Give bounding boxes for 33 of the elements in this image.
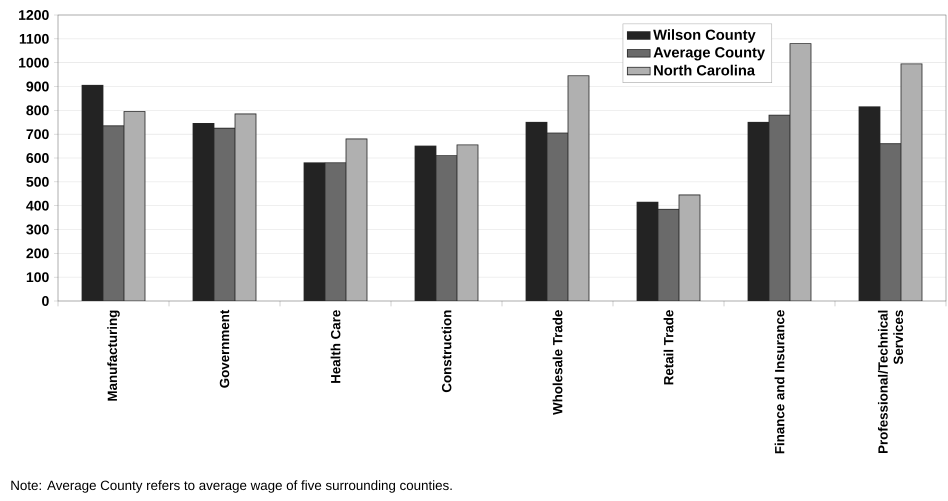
y-tick-label: 700: [26, 129, 49, 140]
y-tick-label: 400: [26, 200, 49, 211]
bar: [346, 138, 368, 301]
y-tick-label: 900: [26, 82, 49, 92]
legend-label: North Carolina: [654, 64, 756, 76]
legend-label: Average County: [654, 47, 765, 60]
y-tick-label: 800: [26, 105, 49, 116]
bar: [678, 194, 700, 301]
bar: [456, 144, 478, 301]
bar: [568, 75, 590, 301]
x-tick-label: Wholesale Trade: [552, 310, 562, 415]
y-tick-label: 1200: [19, 10, 49, 20]
y-tick-label: 1000: [19, 58, 49, 68]
legend-label: Wilson County: [653, 29, 756, 43]
x-tick-label: Government: [220, 310, 230, 388]
text: Note: Average County refers to average wage of five surrounding counties.: [11, 480, 452, 493]
bar: [124, 111, 146, 301]
y-tick-label: 600: [26, 153, 49, 163]
y-tick-label: 300: [26, 224, 49, 234]
x-tick-label: Construction: [442, 310, 452, 392]
bar: [900, 63, 922, 301]
y-tick-label: 0: [42, 296, 49, 306]
y-tick-label: 100: [26, 272, 49, 282]
x-tick-label: Retail Trade: [664, 310, 674, 384]
bar: [790, 43, 812, 301]
x-tick-label: Manufacturing: [107, 310, 120, 401]
x-tick-label: Health Care: [330, 310, 340, 383]
bar: [234, 114, 256, 301]
x-tick-label: Finance and Insurance: [774, 310, 784, 454]
y-tick-label: 500: [26, 176, 49, 187]
x-tick-label: Professional/Technical Services: [878, 310, 904, 454]
y-tick-label: 200: [26, 248, 49, 258]
y-tick-label: 1100: [20, 34, 49, 44]
